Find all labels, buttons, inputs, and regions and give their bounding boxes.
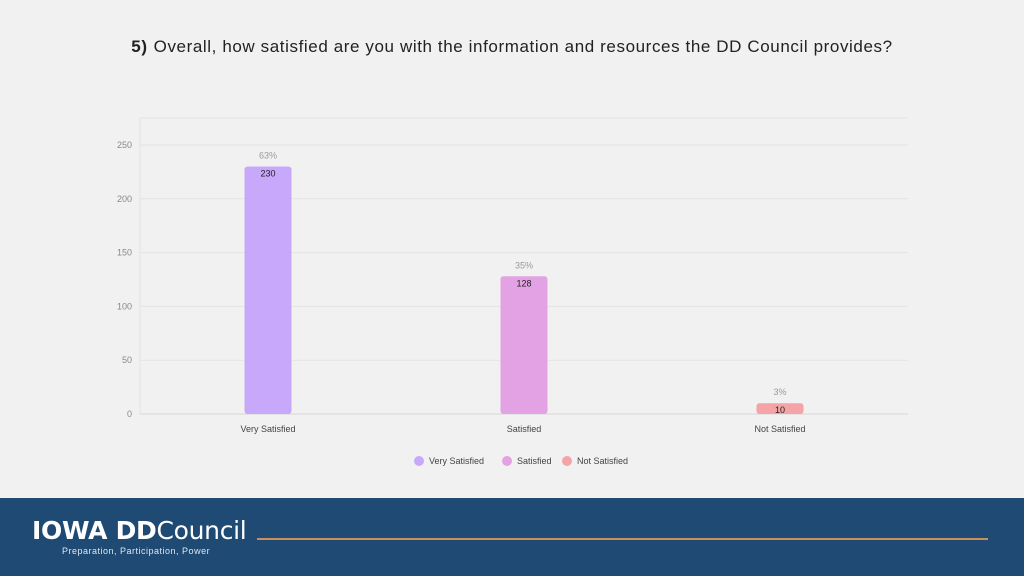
bar-value-label: 128 xyxy=(516,278,531,288)
bar-chart: 0 50 100 150 200 250 63% 230 Very Satisfied 35% 12… xyxy=(117,117,908,466)
y-tick-label: 150 xyxy=(117,248,132,258)
legend-swatch xyxy=(502,456,512,466)
x-category-label: Not Satisfied xyxy=(754,424,805,434)
bar-value-label: 10 xyxy=(775,405,785,415)
legend-swatch xyxy=(414,456,424,466)
x-category-label: Satisfied xyxy=(507,424,542,434)
logo-iowa-text: IOWA xyxy=(32,516,108,545)
y-tick-label: 50 xyxy=(122,355,132,365)
bar xyxy=(500,276,548,414)
bar-percent-label: 63% xyxy=(259,151,277,161)
iowa-ddcouncil-logo: IOWA DDCouncil xyxy=(32,516,247,545)
y-tick-label: 200 xyxy=(117,194,132,204)
question-text: Overall, how satisfied are you with the … xyxy=(153,37,893,56)
footer-bar: IOWA DDCouncil Preparation, Participatio… xyxy=(0,498,1024,576)
x-category-label: Very Satisfied xyxy=(240,424,295,434)
bar xyxy=(756,403,804,414)
footer-divider-line xyxy=(257,538,988,540)
bar xyxy=(244,166,292,414)
y-tick-label: 0 xyxy=(127,409,132,419)
legend-label: Satisfied xyxy=(517,456,552,466)
legend-label: Very Satisfied xyxy=(429,456,484,466)
legend-swatch xyxy=(562,456,572,466)
y-tick-label: 250 xyxy=(117,140,132,150)
logo-dd-text: DD xyxy=(115,516,157,545)
tagline: Preparation, Participation, Power xyxy=(62,546,211,556)
bar-percent-label: 3% xyxy=(773,387,786,397)
logo-council-text: Council xyxy=(156,516,247,545)
question-number: 5) xyxy=(131,37,148,56)
legend-label: Not Satisfied xyxy=(577,456,628,466)
bar-percent-label: 35% xyxy=(515,260,533,270)
bar-value-label: 230 xyxy=(260,169,275,179)
y-tick-label: 100 xyxy=(117,301,132,311)
question-title: 5) Overall, how satisfied are you with th… xyxy=(0,37,1024,57)
